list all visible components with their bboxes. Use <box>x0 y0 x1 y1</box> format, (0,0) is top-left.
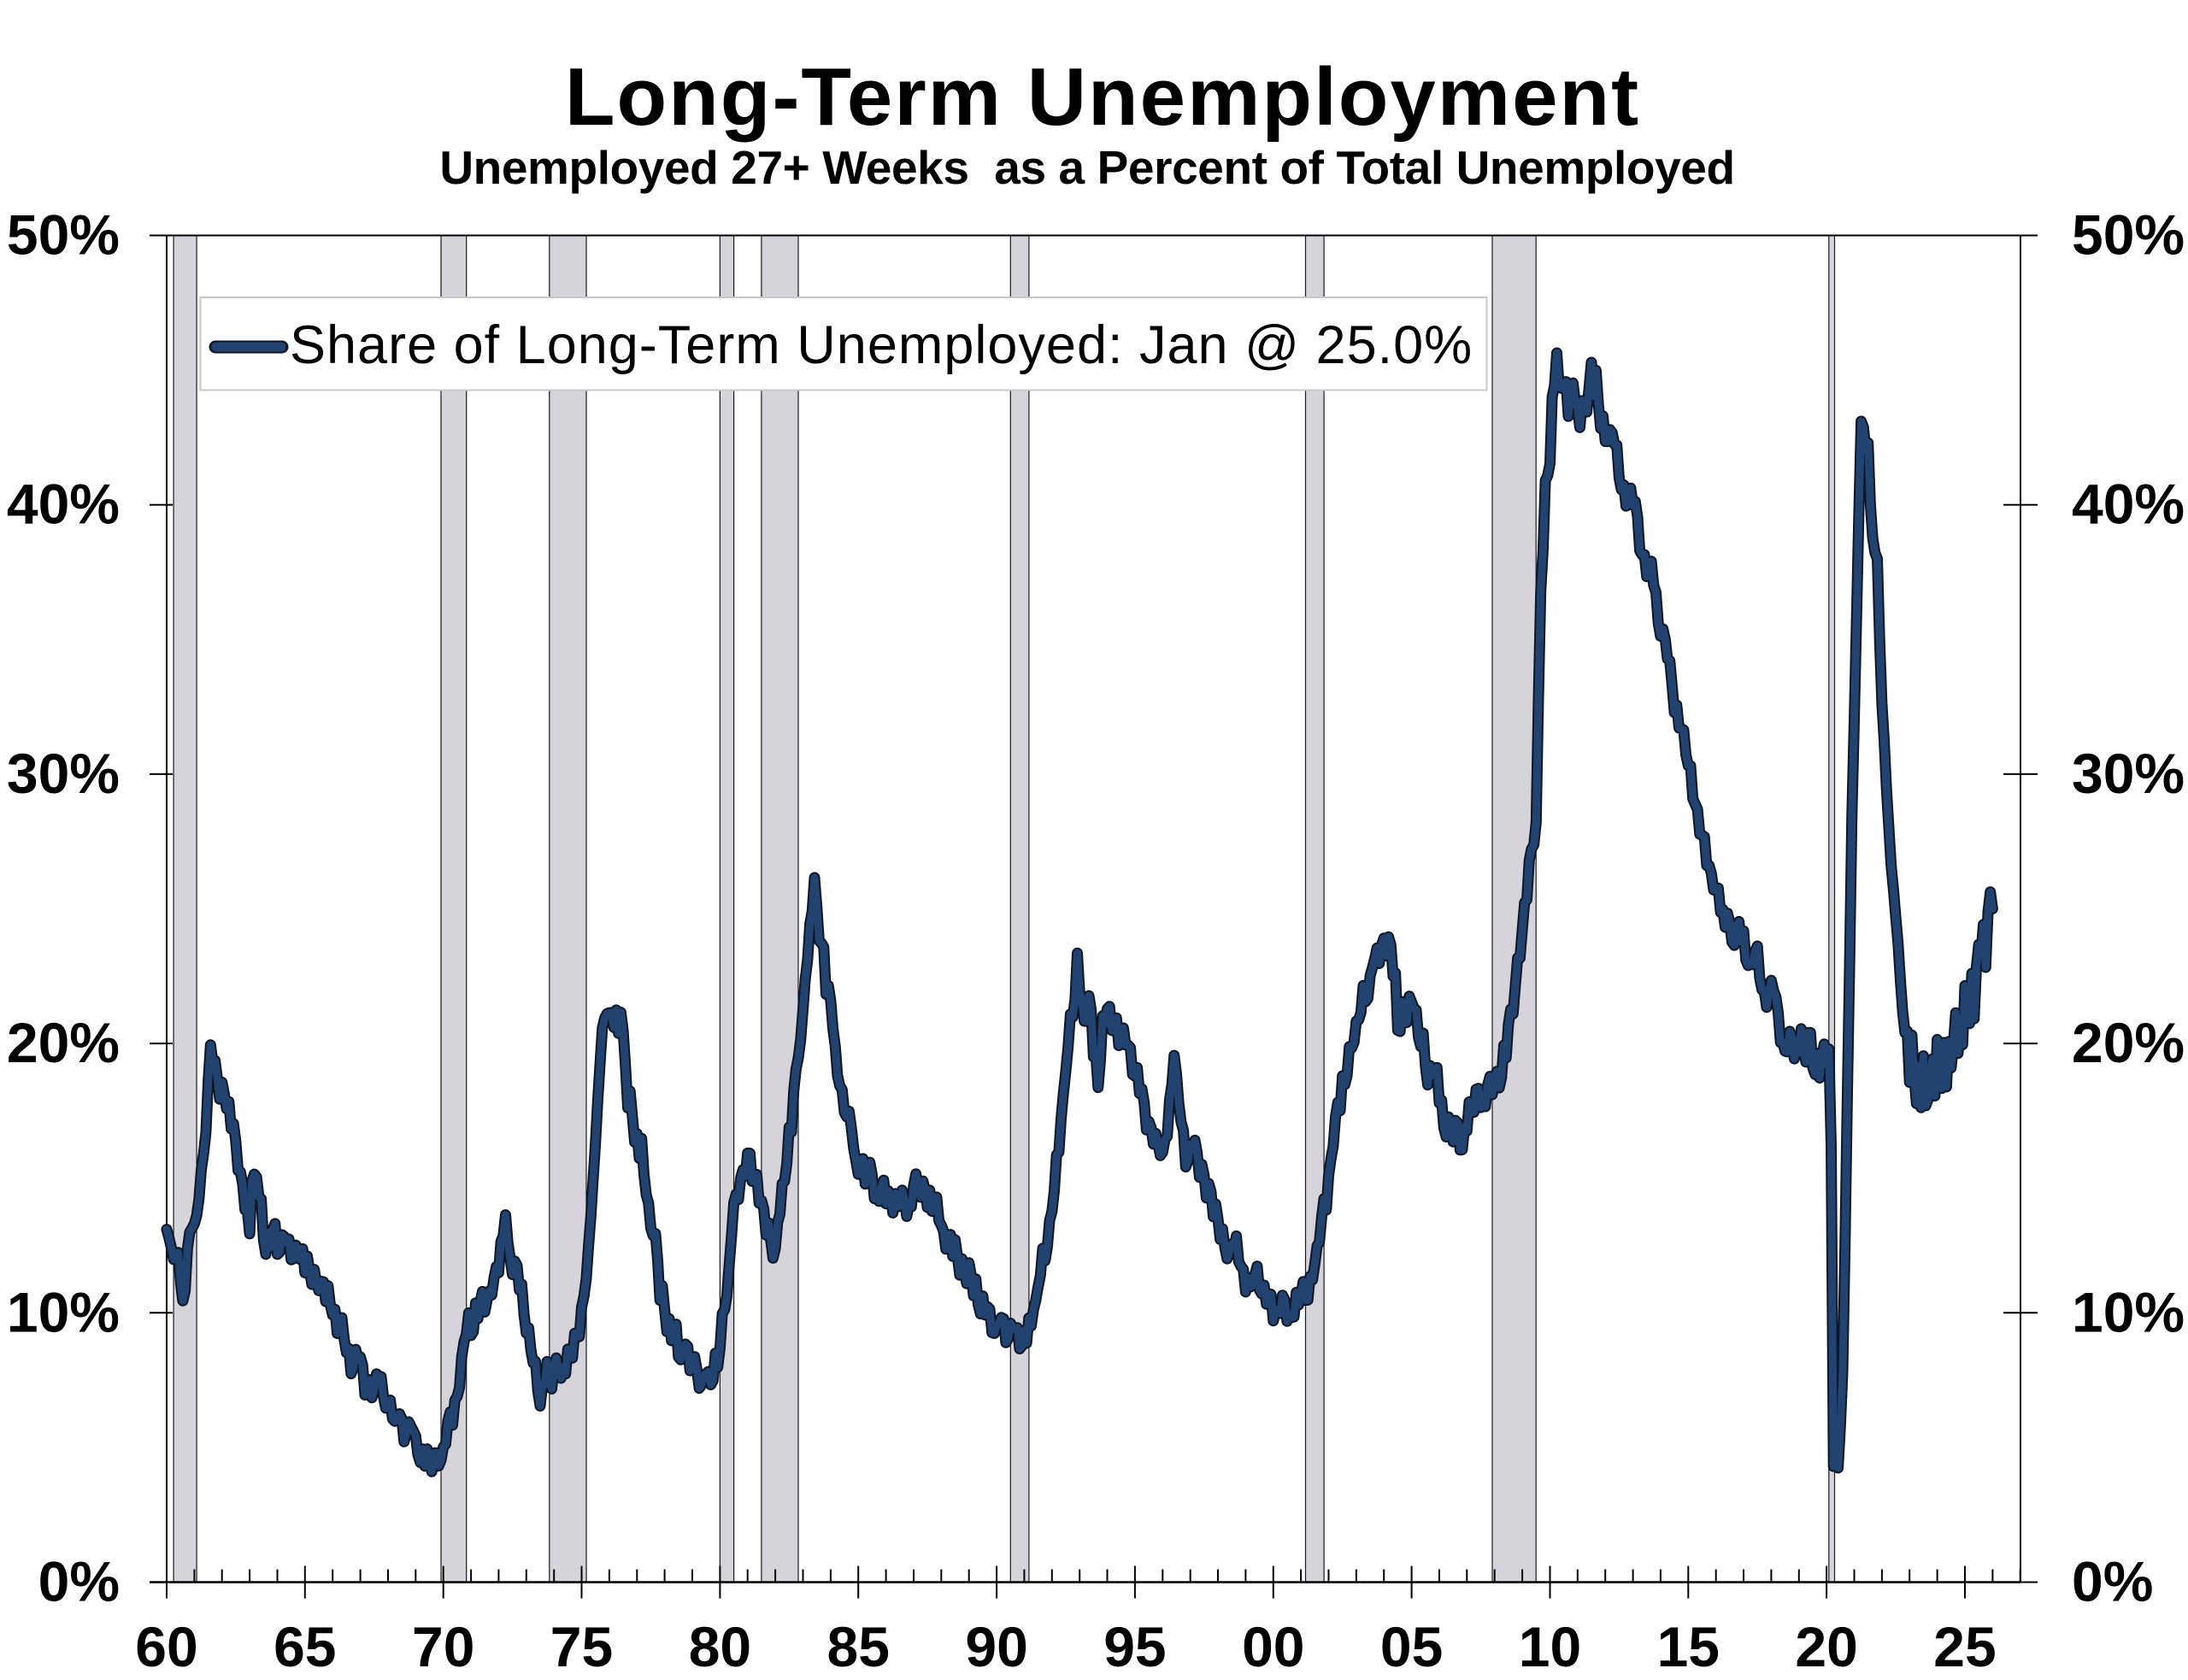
svg-text:15: 15 <box>1657 1615 1720 1678</box>
svg-text:20%: 20% <box>7 1011 120 1074</box>
svg-text:50%: 50% <box>7 203 120 267</box>
svg-text:70: 70 <box>412 1615 474 1678</box>
svg-text:20%: 20% <box>2072 1011 2185 1074</box>
svg-text:65: 65 <box>274 1615 336 1678</box>
svg-text:30%: 30% <box>2072 742 2185 805</box>
svg-text:05: 05 <box>1380 1615 1443 1678</box>
svg-text:50%: 50% <box>2072 203 2185 267</box>
svg-text:Share of Long-Term Unemployed:: Share of Long-Term Unemployed: Jan @ 25.… <box>290 315 1473 375</box>
svg-text:0%: 0% <box>38 1550 120 1613</box>
svg-text:60: 60 <box>135 1615 197 1678</box>
svg-text:10%: 10% <box>7 1280 120 1343</box>
svg-text:40%: 40% <box>7 473 120 536</box>
svg-text:80: 80 <box>689 1615 751 1678</box>
svg-text:25: 25 <box>1933 1615 1996 1678</box>
svg-text:0%: 0% <box>2072 1550 2153 1613</box>
svg-text:95: 95 <box>1103 1615 1166 1678</box>
svg-text:10%: 10% <box>2072 1280 2185 1343</box>
svg-text:85: 85 <box>826 1615 889 1678</box>
svg-text:30%: 30% <box>7 742 120 805</box>
svg-text:Long-Term Unemployment: Long-Term Unemployment <box>565 51 1640 143</box>
svg-text:10: 10 <box>1519 1615 1581 1678</box>
svg-text:Unemployed 27+ Weeks as a Per: Unemployed 27+ Weeks as a Percent of Tot… <box>439 141 1734 194</box>
svg-text:00: 00 <box>1242 1615 1304 1678</box>
svg-text:20: 20 <box>1795 1615 1857 1678</box>
svg-text:40%: 40% <box>2072 473 2185 536</box>
svg-text:90: 90 <box>965 1615 1027 1678</box>
svg-text:75: 75 <box>550 1615 613 1678</box>
